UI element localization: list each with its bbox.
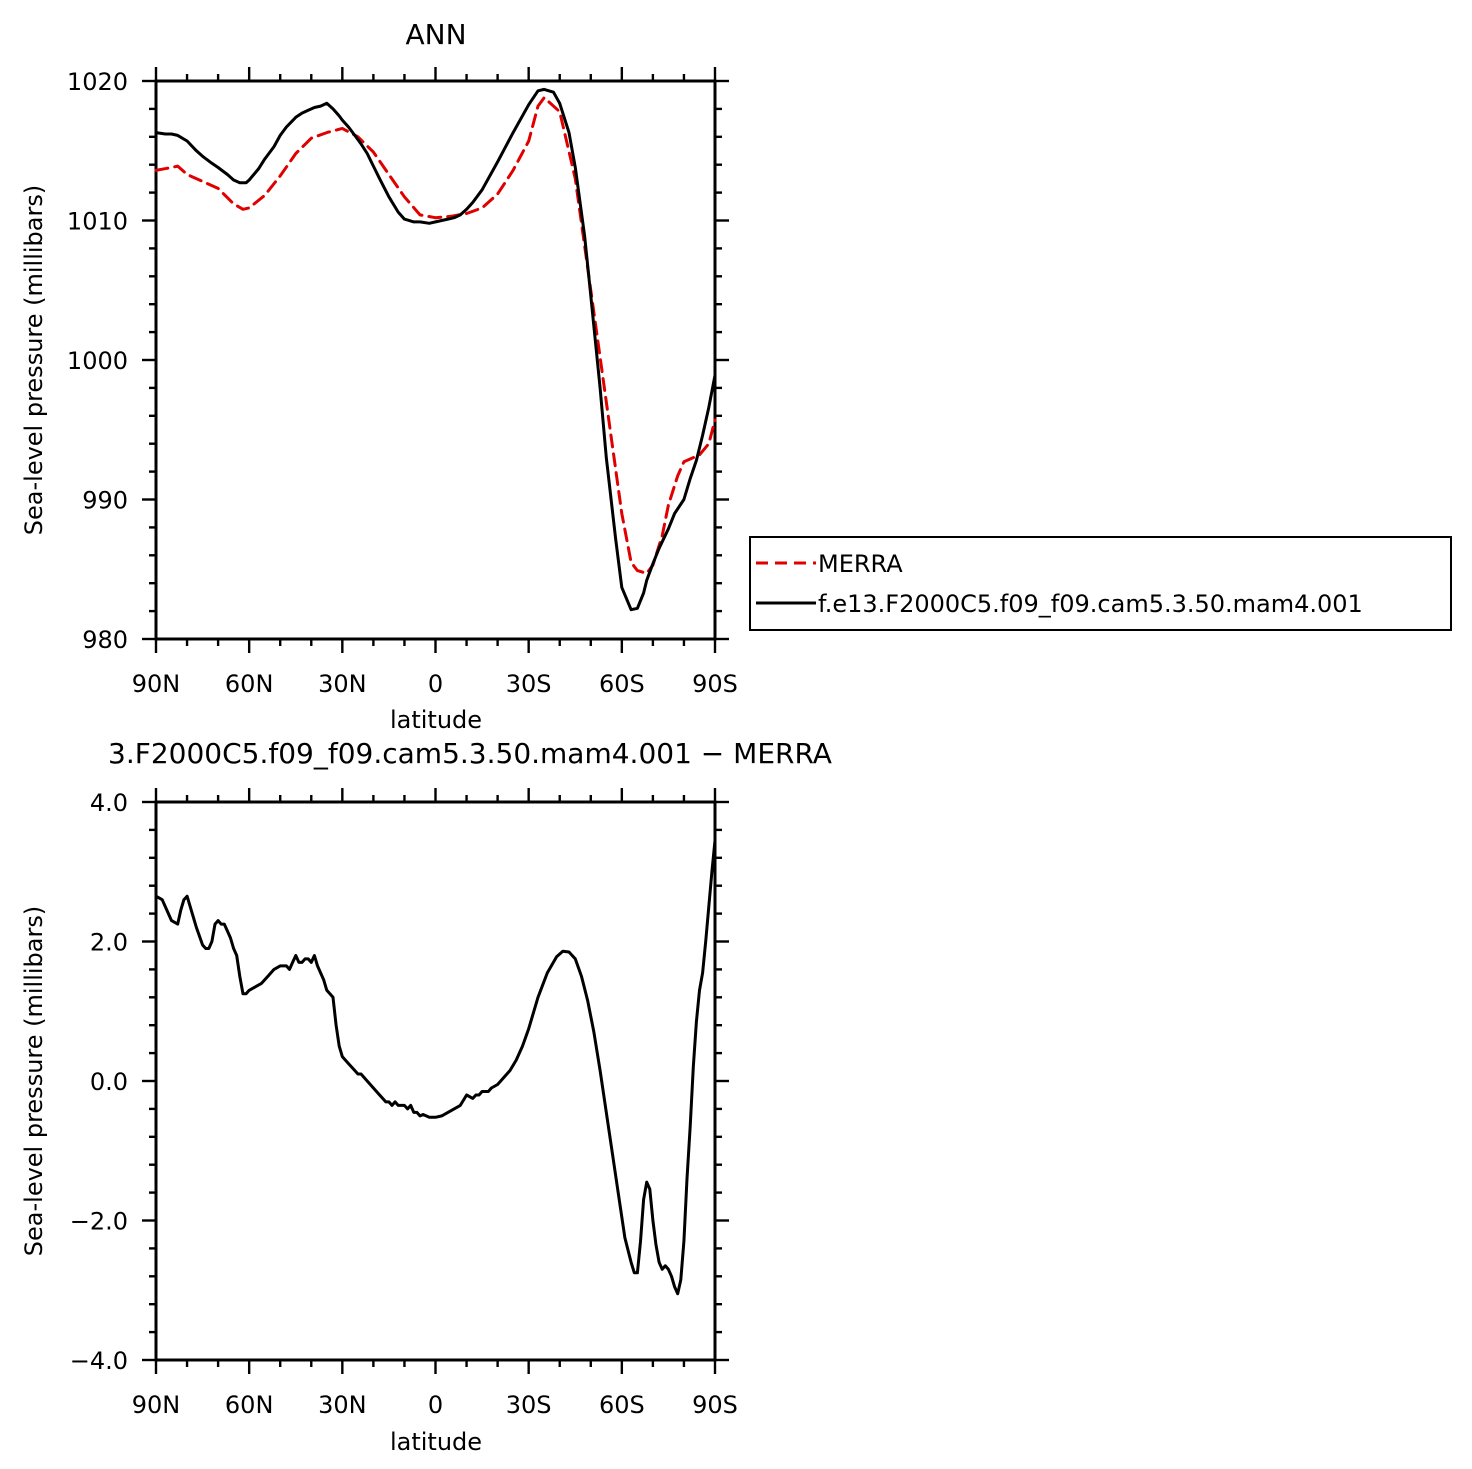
top-y-axis-label: Sea-level pressure (millibars) [20,185,48,535]
x-tick-label: 60S [599,1391,645,1419]
top-axis-ticks: 90N 60N 30N 0 30S 60S 90S 1020 1010 1000 990 980 [67,67,738,698]
x-tick-label: 90S [692,670,738,698]
top-panel: ANN 90N 60N 30N 0 30S 60S 90S 1020 1010 1000 990 98… [20,18,738,734]
x-tick-label: 30S [506,1391,552,1419]
top-x-axis-label: latitude [390,706,482,734]
bottom-x-axis-label: latitude [390,1428,482,1456]
x-tick-label: 60N [225,1391,274,1419]
bottom-chart-title: 3.F2000C5.f09_f09.cam5.3.50.mam4.001 − M… [108,737,832,770]
legend-box [749,536,1452,631]
y-tick-label: −2.0 [70,1208,128,1236]
x-tick-label: 90N [132,1391,181,1419]
x-tick-label: 30N [318,1391,367,1419]
legend-label-model: f.e13.F2000C5.f09_f09.cam5.3.50.mam4.001 [818,590,1363,618]
top-chart-title: ANN [405,18,466,51]
x-tick-label: 60N [225,670,274,698]
x-tick-label: 90S [692,1391,738,1419]
bottom-plot-series [154,838,717,1296]
x-tick-label: 30N [318,670,367,698]
difference-series-line [154,838,717,1296]
y-tick-label: 980 [82,626,128,654]
series-line-merra [154,96,717,575]
x-tick-label: 0 [428,670,443,698]
legend: MERRA f.e13.F2000C5.f09_f09.cam5.3.50.ma… [749,536,1452,631]
bottom-panel: 3.F2000C5.f09_f09.cam5.3.50.mam4.001 − M… [20,737,832,1456]
y-tick-label: 990 [82,487,128,515]
bottom-plot-frame [154,800,717,1362]
bottom-y-axis-label: Sea-level pressure (millibars) [20,906,48,1256]
series-line-model [154,87,717,612]
y-tick-label: −4.0 [70,1347,128,1375]
y-tick-label: 4.0 [90,789,128,817]
top-plot-series [154,87,717,612]
y-tick-label: 0.0 [90,1068,128,1096]
x-tick-label: 0 [428,1391,443,1419]
x-tick-label: 90N [132,670,181,698]
y-tick-label: 1010 [67,208,128,236]
x-tick-label: 60S [599,670,645,698]
legend-label-merra: MERRA [818,550,903,578]
x-tick-label: 30S [506,670,552,698]
bottom-axis-ticks: 90N 60N 30N 0 30S 60S 90S 4.0 2.0 0.0 −2.0 −4.0 [70,788,738,1419]
y-tick-label: 2.0 [90,929,128,957]
y-tick-label: 1020 [67,68,128,96]
y-tick-label: 1000 [67,347,128,375]
